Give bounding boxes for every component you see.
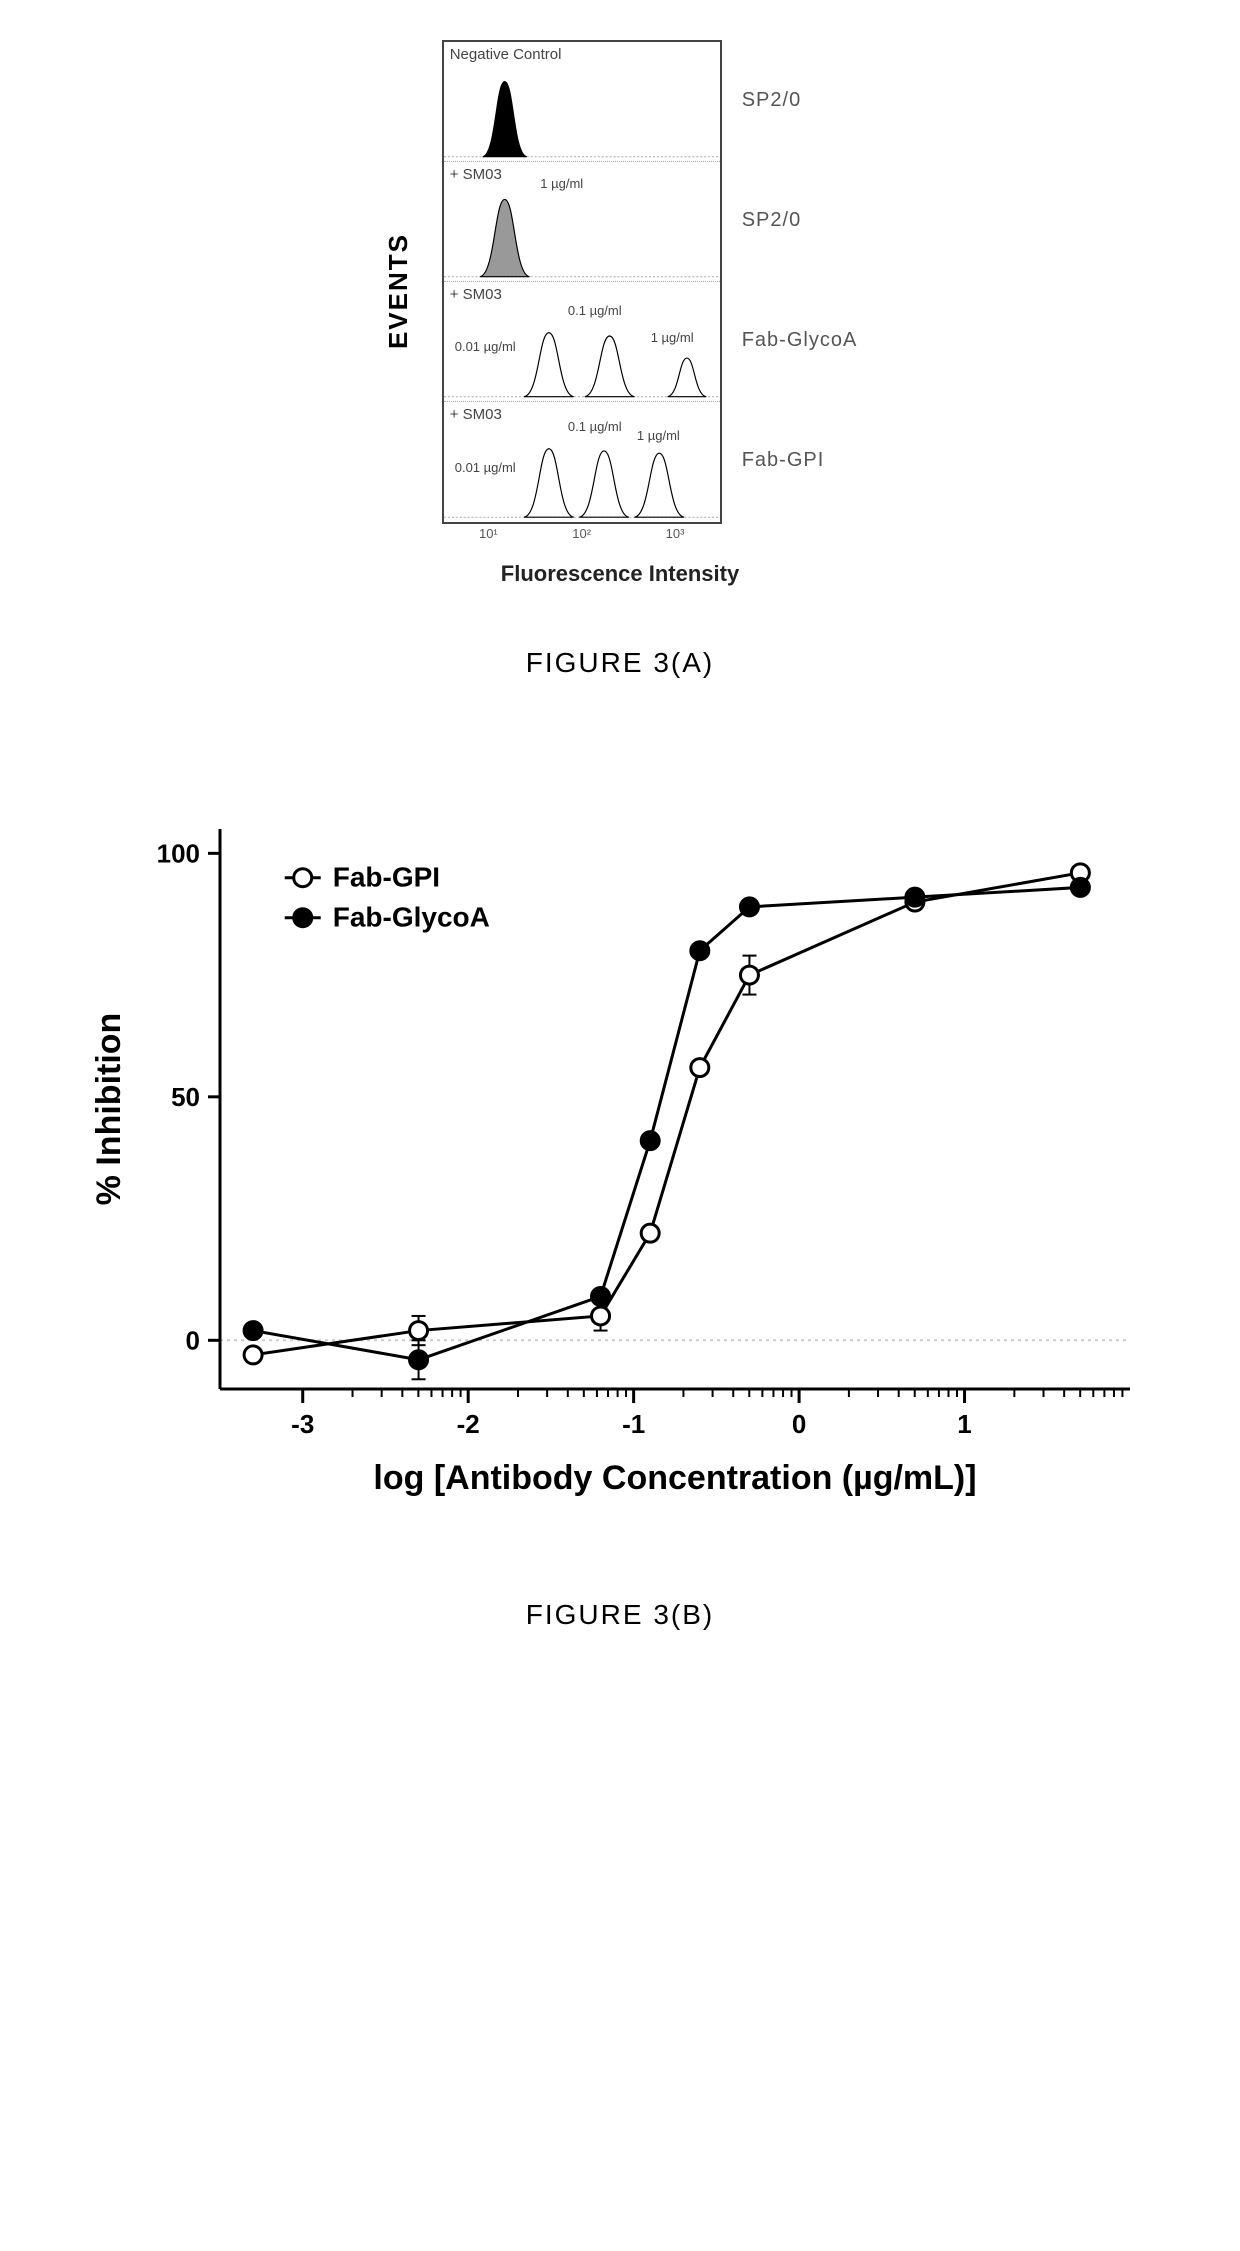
panel-side-label: SP2/0 (742, 40, 858, 160)
histogram-panel: + SM030.01 µg/ml0.1 µg/ml1 µg/ml (444, 402, 720, 522)
data-marker (906, 888, 924, 906)
data-marker (592, 1287, 610, 1305)
concentration-label: 0.01 µg/ml (455, 460, 516, 475)
concentration-label: 0.1 µg/ml (568, 419, 622, 434)
concentration-label: 0.01 µg/ml (455, 339, 516, 354)
histogram-frame: Negative Control+ SM031 µg/ml+ SM030.01 … (442, 40, 722, 524)
data-marker (691, 1059, 709, 1077)
data-marker (410, 1322, 428, 1340)
x-tick-label: -3 (291, 1409, 314, 1439)
figure-3b-caption: FIGURE 3(B) (60, 1599, 1180, 1631)
data-marker (244, 1346, 262, 1364)
x-axis-label: log [Antibody Concentration (µg/mL)] (373, 1459, 976, 1497)
histogram-panel: + SM031 µg/ml (444, 162, 720, 282)
figure-3a-x-ticks: 10¹ 10² 10³ (442, 524, 722, 543)
panel-side-label: Fab-GPI (742, 400, 858, 520)
series-line (253, 887, 1080, 1359)
data-marker (592, 1307, 610, 1325)
x-tick-label: 1 (957, 1409, 971, 1439)
series-line (253, 873, 1080, 1355)
x-tick-label: -1 (622, 1409, 645, 1439)
figure-3a-x-axis-label: Fluorescence Intensity (270, 561, 970, 587)
figure-3a: EVENTS Negative Control+ SM031 µg/ml+ SM… (60, 40, 1180, 679)
legend-label: Fab-GPI (333, 862, 440, 893)
x-tick-label: 10¹ (479, 526, 498, 541)
legend-label: Fab-GlycoA (333, 902, 490, 933)
concentration-label: 0.1 µg/ml (568, 303, 622, 318)
y-axis-label: % Inhibition (90, 1013, 128, 1206)
data-marker (641, 1132, 659, 1150)
data-marker (691, 942, 709, 960)
panel-side-label: SP2/0 (742, 160, 858, 280)
concentration-label: 1 µg/ml (651, 330, 694, 345)
data-marker (1071, 878, 1089, 896)
data-marker (740, 966, 758, 984)
legend-marker (294, 909, 312, 927)
data-marker (410, 1351, 428, 1369)
data-marker (641, 1224, 659, 1242)
data-marker (740, 898, 758, 916)
figure-3a-caption: FIGURE 3(A) (60, 647, 1180, 679)
legend-marker (294, 869, 312, 887)
y-tick-label: 100 (157, 838, 200, 868)
concentration-label: 1 µg/ml (637, 428, 680, 443)
inhibition-chart: 0 50 100 -3 -2 -1 0 1 log [Antibody Concentratio… (70, 799, 1170, 1519)
data-marker (244, 1322, 262, 1340)
x-tick-label: -2 (457, 1409, 480, 1439)
panel-side-label: Fab-GlycoA (742, 280, 858, 400)
figure-3a-y-axis-label: EVENTS (383, 233, 414, 349)
y-tick-label: 0 (186, 1325, 200, 1355)
histogram-panel: Negative Control (444, 42, 720, 162)
histogram-panel: + SM030.01 µg/ml0.1 µg/ml1 µg/ml (444, 282, 720, 402)
x-tick-label: 10³ (666, 526, 685, 541)
figure-3a-side-labels: SP2/0SP2/0Fab-GlycoAFab-GPI (742, 40, 858, 520)
x-tick-label: 10² (572, 526, 591, 541)
x-tick-label: 0 (792, 1409, 806, 1439)
y-tick-label: 50 (171, 1082, 200, 1112)
concentration-label: 1 µg/ml (540, 176, 583, 191)
figure-3b: 0 50 100 -3 -2 -1 0 1 log [Antibody Concentratio… (60, 799, 1180, 1631)
